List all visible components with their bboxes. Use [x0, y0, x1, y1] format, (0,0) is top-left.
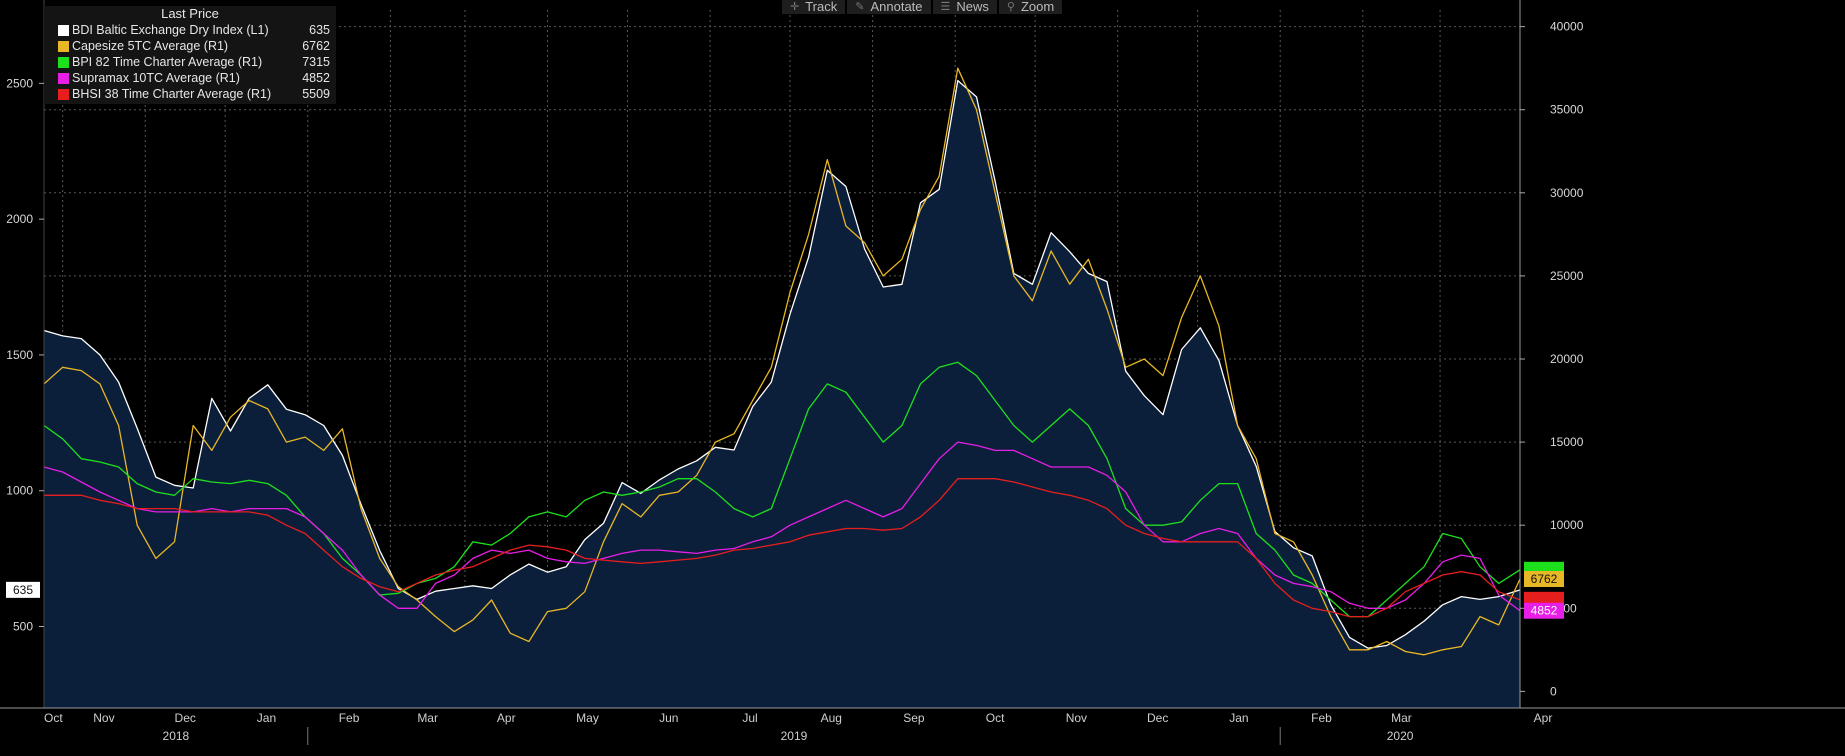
legend-item-capesize[interactable]: Capesize 5TC Average (R1) 6762	[44, 38, 336, 54]
legend-swatch	[58, 73, 69, 84]
right-tick-label: 25000	[1550, 269, 1584, 283]
chart-toolbar: ✛ Track ✎ Annotate ☰ News ⚲ Zoom	[782, 0, 1063, 14]
x-tick-label: Jun	[659, 711, 678, 725]
legend-item-value: 7315	[302, 55, 330, 69]
supramax-last-value-badge: 4852	[1531, 604, 1558, 618]
track-button[interactable]: ✛ Track	[782, 0, 846, 14]
x-year-label: 2018	[163, 729, 190, 743]
track-label: Track	[805, 0, 838, 14]
legend-swatch	[58, 89, 69, 100]
x-tick-label: Nov	[93, 711, 114, 725]
legend-swatch	[58, 25, 69, 36]
left-tick-label: 2500	[6, 76, 33, 90]
legend-title: Last Price	[161, 6, 219, 21]
legend-item-value: 6762	[302, 39, 330, 53]
left-tick-label: 1500	[6, 348, 33, 362]
magnifier-icon: ⚲	[1006, 1, 1015, 13]
supramax-last-value-badge-bg	[1524, 602, 1564, 619]
legend-swatch	[58, 41, 69, 52]
right-tick-label: 40000	[1550, 20, 1584, 34]
series-line-3[interactable]	[43, 441, 1521, 612]
zoom-button[interactable]: ⚲ Zoom	[998, 0, 1063, 14]
legend-item-supramax[interactable]: Supramax 10TC Average (R1) 4852	[44, 70, 336, 86]
capesize-last-value-badge: 6762	[1531, 572, 1558, 586]
x-tick-label: Feb	[1311, 711, 1332, 725]
right-tick-label: 20000	[1550, 352, 1584, 366]
news-icon: ☰	[940, 1, 951, 13]
x-tick-label: Mar	[1391, 711, 1412, 725]
left-tick-label: 500	[13, 620, 33, 634]
x-tick-label: Nov	[1066, 711, 1087, 725]
right-tick-label: 10000	[1550, 518, 1584, 532]
pencil-icon: ✎	[855, 1, 865, 13]
legend-item-name: Supramax 10TC Average (R1)	[72, 71, 240, 85]
zoom-label: Zoom	[1020, 0, 1055, 14]
legend-item-value: 635	[309, 23, 330, 37]
crosshair-icon: ✛	[790, 1, 800, 13]
legend-item-name: Capesize 5TC Average (R1)	[72, 39, 229, 53]
x-tick-label: Oct	[986, 711, 1005, 725]
x-tick-label: Apr	[497, 711, 516, 725]
left-last-value-badge: 635	[13, 583, 33, 597]
legend-item-bdi[interactable]: BDI Baltic Exchange Dry Index (L1) 635	[44, 22, 336, 38]
x-tick-label: Jan	[1229, 711, 1248, 725]
x-tick-label: May	[576, 711, 599, 725]
legend-swatch	[58, 57, 69, 68]
legend-item-value: 5509	[302, 87, 330, 101]
annotate-label: Annotate	[870, 0, 923, 14]
news-button[interactable]: ☰ News	[932, 0, 997, 14]
x-year-label: 2019	[781, 729, 808, 743]
legend-item-value: 4852	[302, 71, 330, 85]
capesize-last-value-badge-bg	[1524, 571, 1564, 588]
annotate-button[interactable]: ✎ Annotate	[847, 0, 931, 14]
x-tick-label: Aug	[821, 711, 842, 725]
right-tick-label: 0	[1550, 684, 1557, 698]
series-line-4[interactable]	[44, 478, 1521, 618]
legend-item-bhsi[interactable]: BHSI 38 Time Charter Average (R1) 5509	[44, 86, 336, 102]
x-tick-label: Jan	[257, 711, 276, 725]
bdi-area-fill	[44, 80, 1520, 709]
x-year-label: 2020	[1387, 729, 1414, 743]
x-tick-label: Oct	[44, 711, 63, 725]
news-label: News	[956, 0, 989, 14]
right-tick-label: 30000	[1550, 186, 1584, 200]
right-tick-label: 15000	[1550, 435, 1584, 449]
left-badge-bg	[6, 581, 40, 598]
left-tick-label: 1000	[6, 484, 33, 498]
x-tick-label: Jul	[742, 711, 757, 725]
x-tick-label: Mar	[417, 711, 438, 725]
x-tick-label: Sep	[903, 711, 925, 725]
left-tick-label: 2000	[6, 212, 33, 226]
x-tick-label: Feb	[339, 711, 360, 725]
legend-item-name: BPI 82 Time Charter Average (R1)	[72, 55, 263, 69]
x-tick-label: Apr	[1534, 711, 1553, 725]
legend-item-name: BHSI 38 Time Charter Average (R1)	[72, 87, 272, 101]
legend: Last Price BDI Baltic Exchange Dry Index…	[44, 6, 336, 104]
series-line-1[interactable]	[43, 67, 1521, 656]
series-line-2[interactable]	[43, 361, 1521, 618]
x-tick-label: Dec	[175, 711, 196, 725]
x-tick-label: Dec	[1147, 711, 1168, 725]
right-tick-label: 35000	[1550, 103, 1584, 117]
legend-item-bpi[interactable]: BPI 82 Time Charter Average (R1) 7315	[44, 54, 336, 70]
legend-item-name: BDI Baltic Exchange Dry Index (L1)	[72, 23, 269, 37]
